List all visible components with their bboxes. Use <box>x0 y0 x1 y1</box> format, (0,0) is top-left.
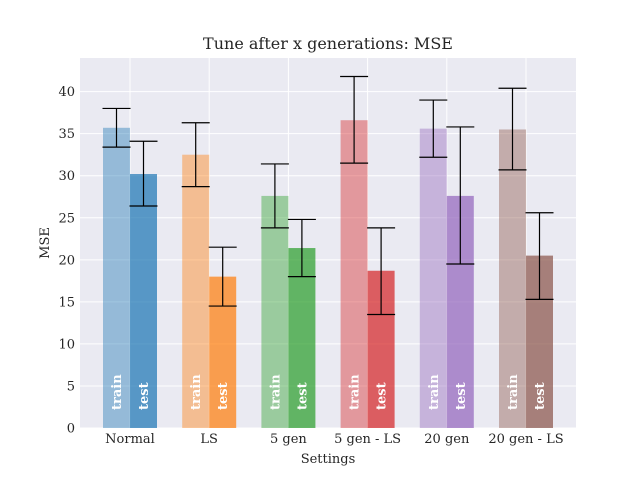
x-tick-label: LS <box>200 432 218 447</box>
bar-labels: train test train test train test train test trai… <box>110 374 548 410</box>
x-tick-label: Normal <box>105 432 155 447</box>
bar-train <box>182 154 210 429</box>
x-axis-label: Settings <box>301 452 356 467</box>
x-tick-labels: Normal LS 5 gen 5 gen - LS 20 gen 20 gen - LS <box>105 432 563 447</box>
bar-label-train: train <box>110 374 125 410</box>
bar-label-test: test <box>533 382 548 410</box>
y-tick-label: 5 <box>67 379 75 394</box>
bar-test <box>288 248 316 428</box>
y-tick-label: 20 <box>58 253 75 268</box>
plot-background <box>80 58 576 428</box>
bar-train <box>103 127 130 428</box>
y-tick-label: 30 <box>58 169 75 184</box>
bar-label-test: test <box>216 382 231 410</box>
bar-train <box>261 195 289 428</box>
chart-title: Tune after x generations: MSE <box>203 34 453 53</box>
y-tick-label: 15 <box>58 295 75 310</box>
y-tick-label: 35 <box>58 127 75 142</box>
y-tick-labels: 0 5 10 15 20 25 30 35 40 <box>58 85 75 436</box>
bar-label-test: test <box>295 382 310 410</box>
bar-label-test: test <box>375 382 390 410</box>
bar-test <box>130 174 157 428</box>
bar-label-train: train <box>427 374 442 410</box>
y-axis-label: MSE <box>38 227 53 259</box>
y-tick-label: 25 <box>58 211 75 226</box>
bar-label-train: train <box>348 374 363 410</box>
x-tick-label: 5 gen - LS <box>334 432 401 447</box>
error-bars <box>102 75 554 316</box>
bar-label-test: test <box>454 382 469 410</box>
y-tick-label: 10 <box>58 337 75 352</box>
bars <box>103 120 553 429</box>
bar-train <box>419 128 447 429</box>
x-tick-label: 20 gen - LS <box>488 432 563 447</box>
bar-label-test: test <box>137 382 152 410</box>
y-tick-label: 0 <box>67 422 75 437</box>
x-tick-label: 20 gen <box>424 432 470 447</box>
bar-label-train: train <box>506 374 521 410</box>
x-tick-label: 5 gen <box>270 432 307 447</box>
bar-train <box>499 129 526 428</box>
y-tick-label: 40 <box>58 85 75 100</box>
bar-label-train: train <box>268 374 283 410</box>
bar-train <box>340 120 368 429</box>
bar-label-train: train <box>189 374 204 410</box>
